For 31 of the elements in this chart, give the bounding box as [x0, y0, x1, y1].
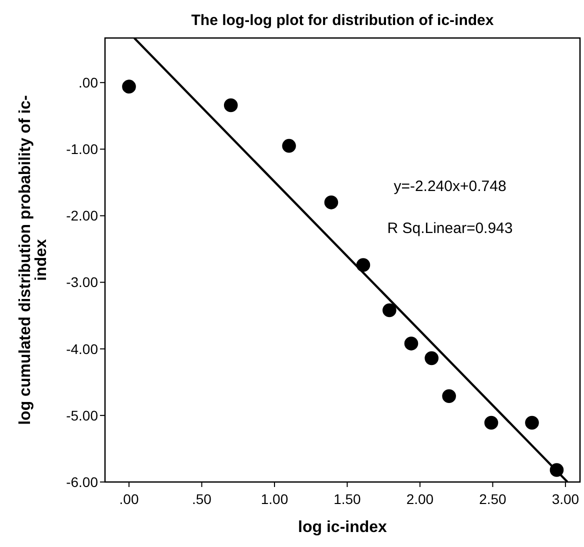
y-tick-label: .00	[78, 74, 98, 90]
y-tick-label: -4.00	[66, 340, 98, 357]
point	[525, 416, 539, 430]
y-tick-label: -2.00	[66, 208, 98, 224]
y-tick-label: -5.00	[66, 407, 98, 424]
point	[550, 463, 564, 477]
x-tick-label: 2.50	[479, 491, 507, 507]
y-tick-label: -3.00	[66, 274, 98, 290]
annotation: R Sq.Linear=0.943	[387, 220, 513, 237]
point	[404, 336, 418, 350]
chart-title: The log-log plot for distribution of ic-index	[191, 12, 494, 29]
x-tick-label: .50	[192, 491, 212, 507]
point	[324, 196, 338, 210]
x-tick-label: 1.50	[334, 491, 362, 507]
x-axis-title: log ic-index	[298, 519, 388, 536]
x-tick-label: 2.00	[406, 491, 434, 507]
x-tick-label: .00	[119, 491, 139, 507]
y-tick-label: -6.00	[66, 474, 98, 490]
point	[484, 416, 498, 430]
x-tick-label: 3.00	[552, 491, 580, 507]
point	[424, 351, 439, 366]
annotation: y=-2.240x+0.748	[394, 178, 506, 195]
y-axis-title: log cumulated distribution probability of ic-index	[17, 95, 50, 425]
point	[282, 138, 296, 153]
point	[382, 303, 396, 318]
point	[442, 389, 456, 404]
point	[356, 258, 370, 272]
y-tick-label: -1.00	[66, 141, 98, 158]
x-tick-label: 1.00	[260, 491, 288, 507]
point	[122, 80, 136, 94]
point	[224, 98, 238, 112]
